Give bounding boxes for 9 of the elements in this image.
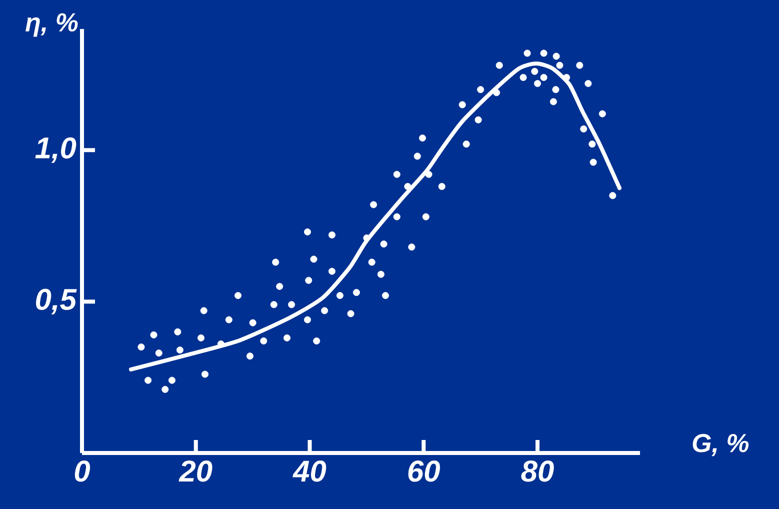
x-tick-label: 40 [292,460,326,482]
x-tick-label: 80 [521,460,554,482]
y-axis-title: η, % [25,13,78,37]
x-tick-label: 60 [408,460,440,482]
x-axis-title: G, % [692,434,749,456]
x-tick-label: 20 [178,460,212,482]
y-tick-label: 1,0 [35,137,76,163]
x-tick-label: 0 [74,460,90,482]
y-tick-label: 0,5 [36,288,77,314]
